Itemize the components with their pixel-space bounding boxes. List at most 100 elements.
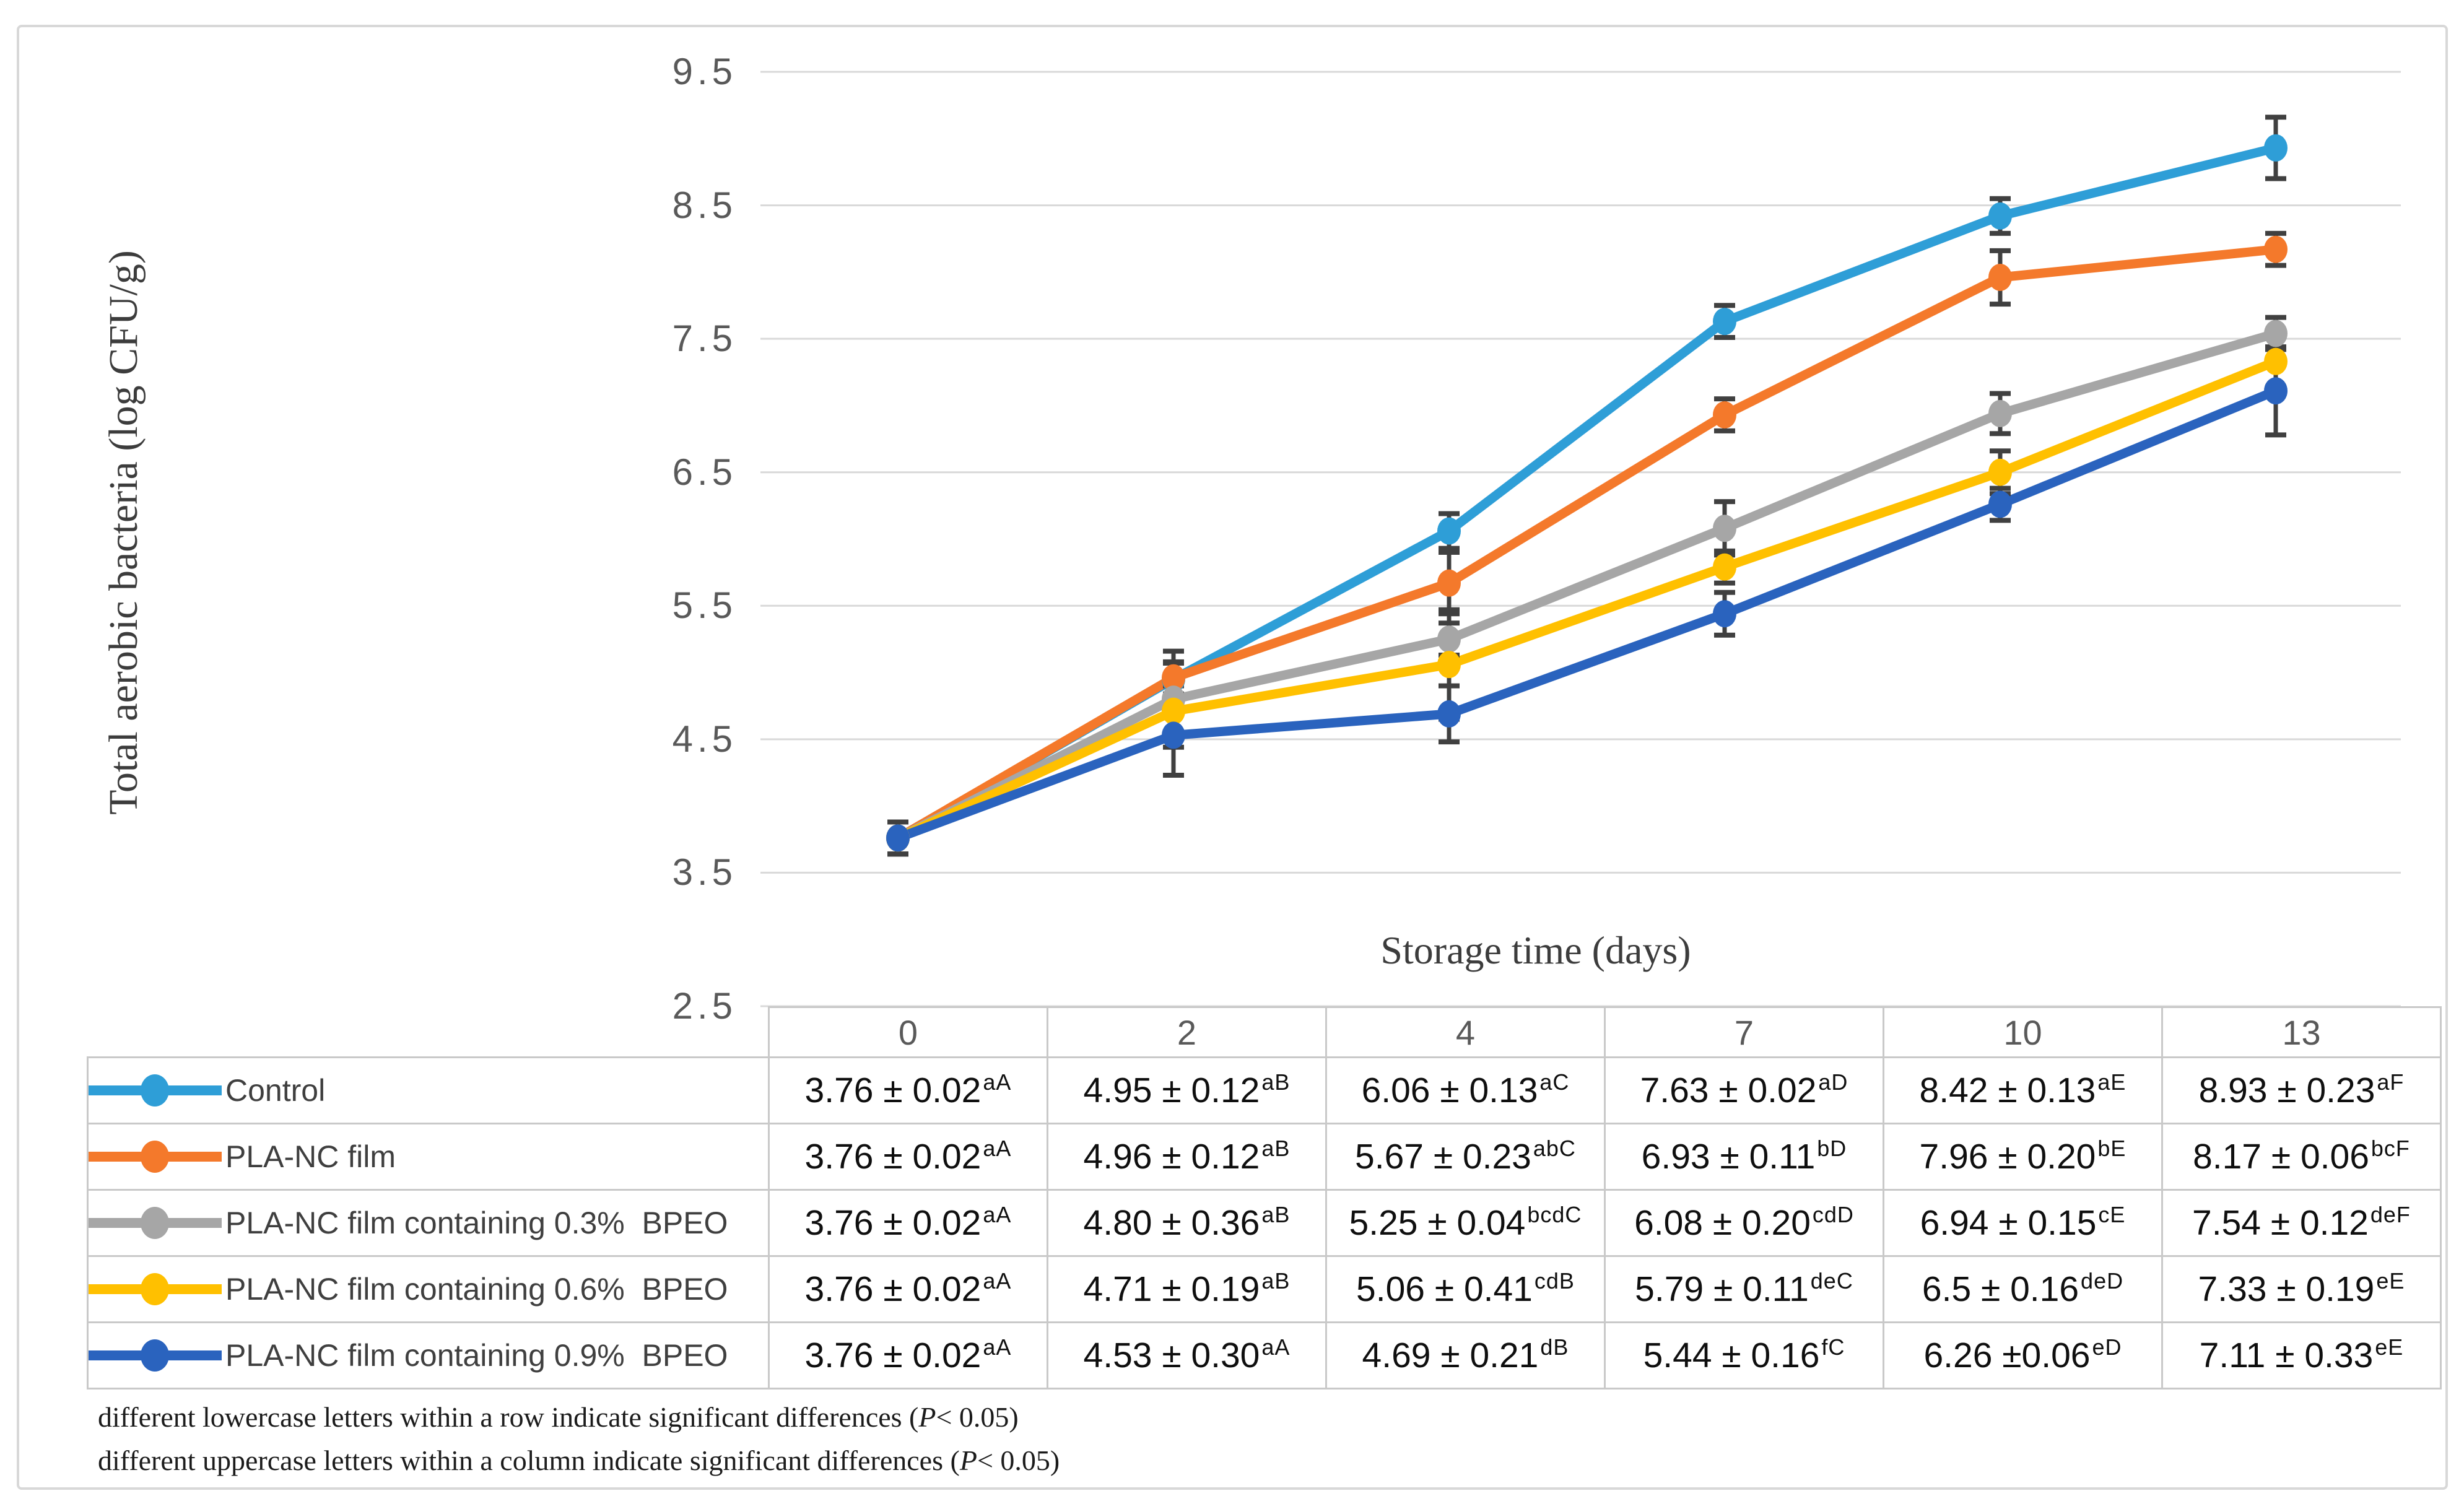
footnote-uppercase: different uppercase letters within a col…: [98, 1445, 1060, 1476]
cell-value: 3.76 ± 0.02: [804, 1269, 982, 1309]
table-col-header: 13: [2161, 1006, 2442, 1058]
cell-value: 5.06 ± 0.41: [1356, 1269, 1533, 1309]
chart-canvas: [760, 71, 2401, 1007]
cell-value: 4.71 ± 0.19: [1083, 1269, 1260, 1309]
legend-entry: PLA-NC film containing 0.6% BPEO: [89, 1257, 768, 1321]
cell-superscript: dB: [1540, 1334, 1569, 1360]
cell-superscript: aA: [983, 1136, 1012, 1162]
cell-value: 3.76 ± 0.02: [804, 1071, 982, 1110]
cell-value: 5.79 ± 0.11: [1635, 1269, 1809, 1309]
cell-superscript: deD: [2081, 1268, 2124, 1294]
legend-series-label: PLA-NC film containing 0.3% BPEO: [225, 1206, 728, 1240]
cell-value: 3.76 ± 0.02: [804, 1336, 982, 1375]
table-cell: 4.71 ± 0.19aB: [1047, 1255, 1327, 1323]
cell-value: 6.06 ± 0.13: [1361, 1071, 1538, 1110]
cell-value: 5.25 ± 0.04: [1349, 1203, 1526, 1243]
cell-superscript: eD: [2092, 1334, 2122, 1360]
table-cell: 6.5 ± 0.16deD: [1883, 1255, 2163, 1323]
y-tick-label: 7.5: [672, 318, 737, 360]
table-cell: 5.06 ± 0.41cdB: [1325, 1255, 1606, 1323]
cell-superscript: bcF: [2370, 1136, 2410, 1162]
footnote-lowercase: different lowercase letters within a row…: [98, 1401, 1019, 1433]
data-point-marker: [1162, 697, 1185, 725]
cell-superscript: deF: [2370, 1202, 2411, 1228]
table-cell: 6.93 ± 0.11bD: [1604, 1123, 1884, 1191]
legend-cell: Control: [87, 1056, 770, 1124]
cell-value: 6.08 ± 0.20: [1634, 1203, 1811, 1243]
data-point-marker: [886, 824, 910, 852]
cell-superscript: cdB: [1534, 1268, 1575, 1294]
table-cell: 3.76 ± 0.02aA: [768, 1056, 1048, 1124]
cell-value: 4.69 ± 0.21: [1362, 1336, 1539, 1375]
data-point-marker: [1437, 569, 1461, 597]
cell-value: 5.67 ± 0.23: [1355, 1137, 1531, 1176]
table-cell: 4.80 ± 0.36aB: [1047, 1189, 1327, 1257]
table-cell: 3.76 ± 0.02aA: [768, 1255, 1048, 1323]
cell-superscript: aA: [983, 1268, 1012, 1294]
legend-entry: Control: [89, 1058, 768, 1123]
table-cell: 7.63 ± 0.02aD: [1604, 1056, 1884, 1124]
cell-value: 7.11 ± 0.33: [2199, 1336, 2374, 1375]
y-tick-label: 9.5: [672, 51, 737, 92]
data-point-marker: [1437, 625, 1461, 653]
y-tick-label: 2.5: [672, 985, 737, 1027]
table-cell: 8.17 ± 0.06bcF: [2161, 1123, 2442, 1191]
legend-series-label: PLA-NC film containing 0.9% BPEO: [225, 1338, 728, 1373]
data-point-marker: [1437, 700, 1461, 728]
data-point-marker: [1988, 490, 2012, 518]
table-cell: 7.11 ± 0.33eE: [2161, 1321, 2442, 1389]
table-cell: 7.54 ± 0.12deF: [2161, 1189, 2442, 1257]
series-line: [893, 245, 2281, 843]
legend-cell: PLA-NC film containing 0.3% BPEO: [87, 1189, 770, 1257]
table-body: Control 3.76 ± 0.02aA 4.95 ± 0.12aB 6.06 ± …: [87, 1056, 2442, 1389]
data-point-marker: [1162, 721, 1185, 749]
y-tick-label: 5.5: [672, 585, 737, 627]
legend-cell: PLA-NC film containing 0.6% BPEO: [87, 1255, 770, 1323]
cell-superscript: aD: [1818, 1069, 1848, 1095]
cell-value: 6.5 ± 0.16: [1922, 1269, 2079, 1309]
cell-superscript: aB: [1261, 1136, 1291, 1162]
cell-value: 8.17 ± 0.06: [2193, 1137, 2369, 1176]
table-cell: 7.33 ± 0.19eE: [2161, 1255, 2442, 1323]
cell-superscript: eE: [2375, 1334, 2404, 1360]
cell-value: 7.33 ± 0.19: [2198, 1269, 2375, 1309]
y-tick-label: 4.5: [672, 718, 737, 760]
data-point-marker: [2264, 347, 2288, 375]
y-tick-label: 3.5: [672, 851, 737, 894]
cell-value: 6.93 ± 0.11: [1641, 1137, 1816, 1176]
cell-superscript: eE: [2376, 1268, 2405, 1294]
table-corner-cell: [88, 1007, 769, 1058]
cell-superscript: aA: [983, 1334, 1012, 1360]
cell-value: 8.42 ± 0.13: [1919, 1071, 2096, 1110]
data-point-marker: [1437, 517, 1461, 545]
cell-superscript: abC: [1533, 1136, 1576, 1162]
cell-superscript: aA: [1261, 1334, 1291, 1360]
y-tick-label: 8.5: [672, 184, 737, 226]
cell-value: 7.96 ± 0.20: [1919, 1137, 2096, 1176]
cell-superscript: aA: [983, 1202, 1012, 1228]
table-col-header: 10: [1883, 1006, 2163, 1058]
legend-marker-icon: [89, 1273, 222, 1305]
table-col-header: 4: [1325, 1006, 1606, 1058]
cell-superscript: aB: [1261, 1069, 1291, 1095]
cell-value: 4.80 ± 0.36: [1083, 1203, 1260, 1243]
table-col-header: 2: [1047, 1006, 1327, 1058]
cell-superscript: aC: [1539, 1069, 1570, 1095]
table-row: PLA-NC film containing 0.9% BPEO 3.76 ± 0…: [87, 1321, 2442, 1389]
legend-marker-icon: [89, 1141, 222, 1173]
table-cell: 3.76 ± 0.02aA: [768, 1321, 1048, 1389]
table-cell: 5.44 ± 0.16fC: [1604, 1321, 1884, 1389]
series-line: [893, 386, 2281, 843]
table-header: 0 2 4 7 10 13: [88, 1006, 2442, 1058]
data-point-marker: [1988, 263, 2012, 291]
cell-value: 4.96 ± 0.12: [1083, 1137, 1260, 1176]
data-point-marker: [1713, 553, 1736, 581]
data-point-marker: [1713, 515, 1736, 542]
table-cell: 5.79 ± 0.11deC: [1604, 1255, 1884, 1323]
table-cell: 4.95 ± 0.12aB: [1047, 1056, 1327, 1124]
cell-superscript: aA: [983, 1069, 1012, 1095]
table-row: PLA-NC film containing 0.3% BPEO 3.76 ± 0…: [87, 1189, 2442, 1257]
cell-superscript: deC: [1810, 1268, 1853, 1294]
cell-value: 6.26 ±0.06: [1923, 1336, 2091, 1375]
y-tick-label: 6.5: [672, 451, 737, 493]
